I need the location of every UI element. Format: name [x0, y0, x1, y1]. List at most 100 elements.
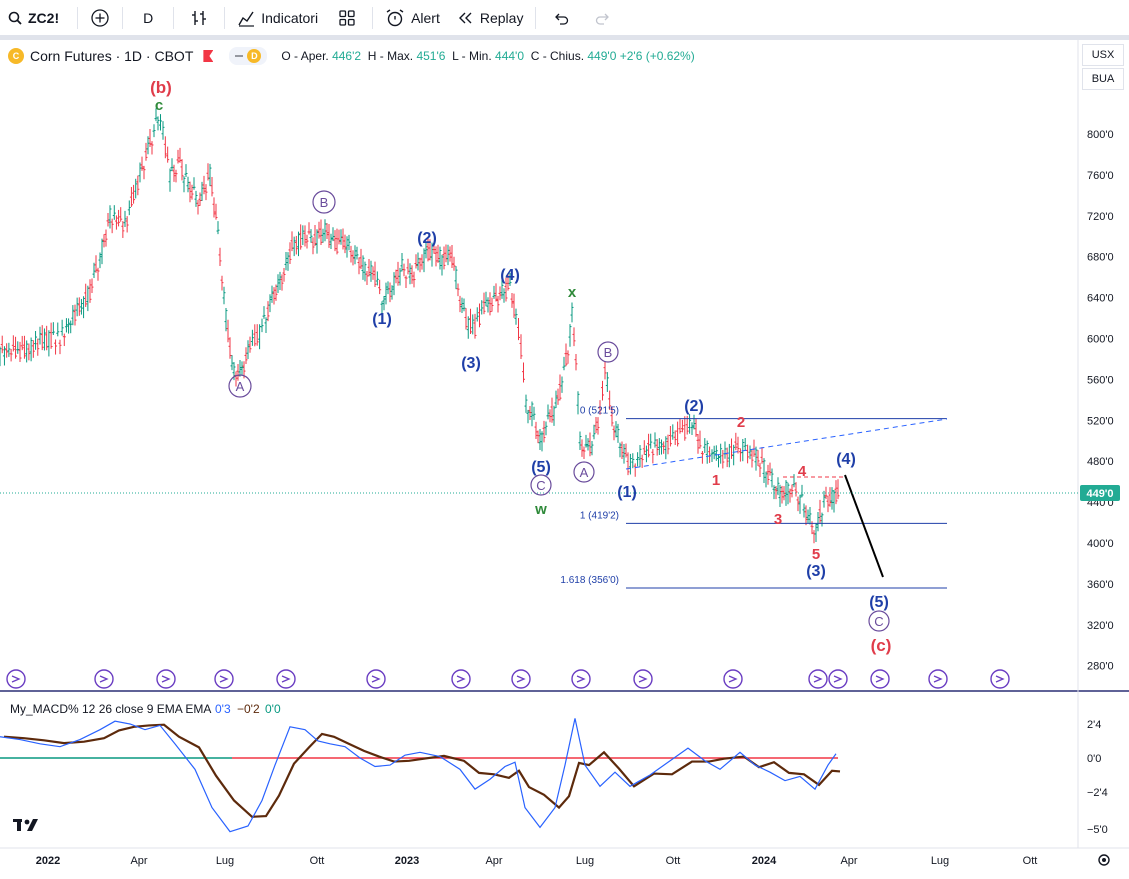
ohlc-bar	[329, 233, 333, 249]
ohlc-bar	[519, 334, 523, 359]
event-marker-icon[interactable]	[6, 669, 26, 689]
price-axis[interactable]: 800'0 760'0 720'0 680'0 640'0 600'0 560'0 520'0…	[1087, 129, 1114, 673]
ohlc-bar	[633, 463, 637, 477]
compare-button[interactable]	[82, 0, 118, 36]
ohlc-bar	[159, 114, 162, 131]
ohlc-bar	[11, 335, 15, 352]
event-marker-icon[interactable]	[214, 669, 234, 689]
event-marker-icon[interactable]	[94, 669, 114, 689]
ohlc-bar	[202, 175, 206, 195]
ohlc-bar	[538, 428, 542, 451]
macd-pane: 2'4 0'0 −2'4 −5'0	[0, 718, 1108, 836]
macd-tick-label: 2'4	[1087, 719, 1101, 731]
replay-button[interactable]: Replay	[448, 0, 532, 36]
alarm-clock-icon	[385, 8, 405, 28]
ohlc-bar	[812, 530, 816, 544]
chart-type-button[interactable]	[178, 0, 220, 36]
templates-button[interactable]	[326, 0, 368, 36]
ohlc-bar	[272, 287, 276, 305]
event-marker-icon[interactable]	[511, 669, 531, 689]
undo-button[interactable]	[540, 0, 582, 36]
ohlc-bar	[438, 246, 442, 270]
ohlc-bar	[725, 447, 729, 468]
event-marker-icon[interactable]	[808, 669, 828, 689]
event-marker-icon[interactable]	[633, 669, 653, 689]
ohlc-bar	[750, 450, 754, 468]
ohlc-bar	[788, 488, 792, 503]
event-marker-icon[interactable]	[723, 669, 743, 689]
ohlc-bar	[341, 228, 345, 250]
ohlc-bar	[526, 409, 530, 424]
event-marker-icon[interactable]	[276, 669, 296, 689]
ohlc-bar	[440, 254, 444, 276]
unit-button[interactable]: BUA	[1082, 68, 1124, 90]
event-marker-icon[interactable]	[870, 669, 890, 689]
redo-button[interactable]	[582, 0, 624, 36]
ohlc-bar	[84, 283, 88, 307]
ohlc-bar	[20, 335, 24, 351]
ohlc-bar	[64, 318, 68, 333]
ohlc-bar	[208, 163, 212, 187]
ohlc-bar	[363, 261, 367, 282]
ohlc-bar	[222, 286, 226, 305]
symbol-search[interactable]: ZC2!	[0, 0, 67, 36]
ohlc-bar	[778, 484, 782, 508]
ohlc-bar	[660, 439, 663, 455]
ohlc-bar	[88, 279, 92, 303]
alert-label: Alert	[411, 9, 440, 26]
data-status-pill[interactable]: D	[229, 47, 268, 65]
time-axis[interactable]: 2022 Apr Lug Ott 2023 Apr Lug Ott 2024 Apr Lug Ott	[36, 855, 1038, 867]
event-marker-icon[interactable]	[990, 669, 1010, 689]
ohlc-bar	[692, 414, 696, 430]
ohlc-bar	[442, 246, 446, 270]
ohlc-bar	[780, 485, 784, 504]
indicators-button[interactable]: Indicatori	[229, 0, 326, 36]
wave-label-A1: A	[236, 379, 245, 394]
ohlc-bar	[280, 274, 284, 291]
event-marker-icon[interactable]	[828, 669, 848, 689]
ohlc-bar	[688, 414, 692, 434]
ohlc-bar	[36, 338, 40, 356]
ohlc-bar	[121, 221, 125, 238]
gear-icon[interactable]	[1098, 854, 1110, 866]
time-tick-label: Lug	[216, 855, 234, 867]
ohlc-bar	[266, 301, 270, 322]
ohlc-bar	[804, 505, 808, 526]
ohlc-bar	[721, 449, 725, 469]
event-marker-icon[interactable]	[928, 669, 948, 689]
ohlc-bar	[200, 181, 204, 201]
interval-button[interactable]: D	[127, 0, 169, 36]
ohlc-bar	[129, 186, 133, 207]
macd-signal-line	[3, 723, 841, 818]
time-tick-label: Ott	[310, 855, 325, 867]
ohlc-bar	[816, 511, 820, 532]
wave-label-3: (3)	[461, 355, 481, 372]
macd-title: My_MACD% 12 26 close 9 EMA EMA	[10, 702, 211, 716]
fib-levels: 0 (521'5) 1 (419'2) 1.618 (356'0)	[560, 406, 947, 589]
flag-icon[interactable]	[203, 50, 214, 62]
price-tick-label: 280'0	[1087, 661, 1114, 673]
event-marker-icon[interactable]	[451, 669, 471, 689]
ohlc-bar	[576, 391, 580, 415]
ohlc-bar	[754, 446, 758, 471]
event-marker-icon[interactable]	[571, 669, 591, 689]
ohlc-bar	[163, 136, 167, 159]
ohlc-bar	[680, 419, 684, 433]
alert-button[interactable]: Alert	[377, 0, 448, 36]
ohlc-bar	[558, 374, 562, 401]
event-markers[interactable]	[6, 669, 1010, 689]
ohlc-bar	[434, 246, 438, 267]
ohlc-bar	[278, 271, 282, 291]
event-marker-icon[interactable]	[156, 669, 176, 689]
ohlc-bar	[361, 255, 365, 280]
ohlc-bar	[820, 512, 824, 527]
chart-title[interactable]: Corn Futures · 1D · CBOT	[30, 48, 194, 64]
event-marker-icon[interactable]	[366, 669, 386, 689]
ohlc-bar	[123, 210, 127, 227]
indicators-label: Indicatori	[261, 9, 319, 26]
wave-label-5: (5)	[531, 459, 551, 476]
tradingview-logo[interactable]	[13, 819, 38, 831]
currency-button[interactable]: USX	[1082, 44, 1124, 66]
ohlc-bar	[422, 248, 426, 273]
